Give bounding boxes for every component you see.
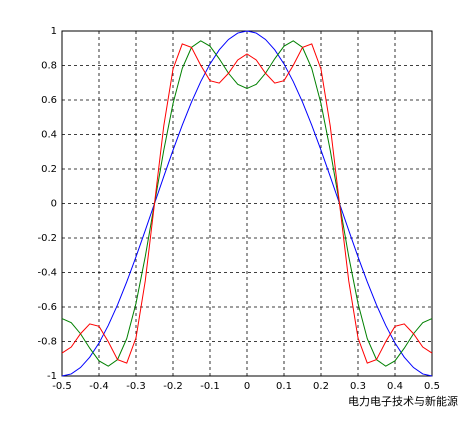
series-line — [61, 43, 433, 364]
y-tick-label: -0.2 — [37, 233, 57, 244]
x-tick-label: 0.1 — [276, 381, 292, 392]
x-tick-label: -0.5 — [52, 381, 72, 392]
x-tick-label: -0.2 — [163, 381, 183, 392]
y-tick-label: 0.6 — [41, 95, 57, 106]
series-line — [61, 30, 433, 377]
x-tick-label: 0.2 — [313, 381, 329, 392]
y-tick-label: -0.6 — [37, 302, 57, 313]
x-tick-label: -0.4 — [89, 381, 109, 392]
x-tick-label: -0.3 — [126, 381, 146, 392]
y-tick-label: 0 — [51, 199, 57, 210]
y-tick-label: 1 — [51, 26, 57, 37]
series-line — [61, 40, 433, 367]
y-tick-label: -1 — [47, 371, 57, 382]
y-tick-label: -0.4 — [37, 268, 57, 279]
x-tick-label: 0.3 — [350, 381, 366, 392]
x-tick-label: 0 — [244, 381, 250, 392]
watermark: 电力电子技术与新能源 — [348, 394, 458, 408]
y-tick-label: -0.8 — [37, 337, 57, 348]
y-tick-label: 0.8 — [41, 61, 57, 72]
x-tick-label: -0.1 — [200, 381, 220, 392]
y-tick-label: 0.2 — [41, 164, 57, 175]
x-tick-label: 0.5 — [424, 381, 440, 392]
y-tick-label: 0.4 — [41, 130, 57, 141]
x-tick-label: 0.4 — [387, 381, 403, 392]
